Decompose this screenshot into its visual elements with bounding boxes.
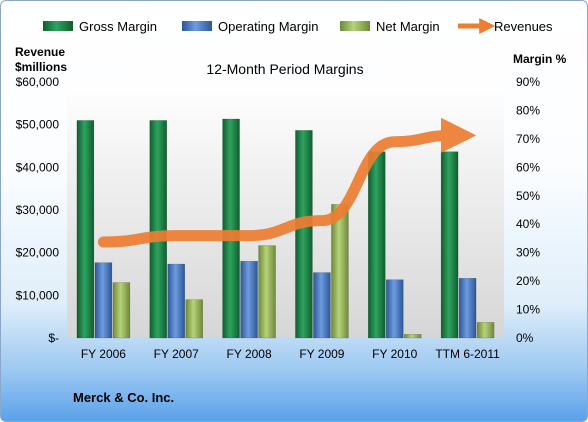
- bar-operating-margin: [240, 260, 258, 339]
- left-tick-label: $-: [48, 331, 59, 345]
- revenue-series: [97, 117, 477, 248]
- bar-gross-margin: [76, 120, 95, 339]
- legend-swatch-net-margin: [340, 21, 370, 31]
- revenue-line: [97, 117, 477, 248]
- x-tick-label: TTM 6-2011: [435, 347, 500, 361]
- bar-gross-margin: [295, 130, 313, 339]
- x-tick-label: FY 2006: [81, 347, 126, 361]
- bar-net-margin: [404, 334, 422, 339]
- plot-area: [67, 82, 504, 338]
- legend-label-operating-margin: Operating Margin: [218, 19, 318, 34]
- bar-operating-margin: [313, 272, 331, 339]
- right-axis: 0% 10% 20% 30% 40% 50% 60% 70% 80% 90%: [516, 75, 540, 345]
- left-tick-label: $60,000: [16, 75, 60, 89]
- bar-operating-margin: [167, 263, 185, 339]
- right-tick-label: 50%: [516, 189, 540, 203]
- legend-label-revenues: Revenues: [494, 19, 553, 34]
- right-tick-label: 10%: [516, 303, 540, 317]
- left-tick-label: $10,000: [16, 288, 60, 302]
- right-tick-label: 70%: [516, 132, 540, 146]
- left-tick-label: $40,000: [16, 160, 60, 174]
- bar-operating-margin: [94, 262, 113, 339]
- bar-net-margin: [185, 299, 203, 339]
- left-tick-label: $50,000: [16, 118, 60, 132]
- bar-gross-margin: [368, 151, 386, 339]
- left-axis-title-line2: $millions: [15, 60, 67, 74]
- right-tick-label: 20%: [516, 274, 540, 288]
- x-axis: FY 2006 FY 2007 FY 2008 FY 2009 FY 2010 TTM 6…: [81, 347, 500, 361]
- legend-label-net-margin: Net Margin: [376, 19, 440, 34]
- right-tick-label: 60%: [516, 160, 540, 174]
- legend: Gross Margin Operating Margin Net Margin Re…: [43, 17, 553, 35]
- right-tick-label: 90%: [516, 75, 540, 89]
- right-axis-title: Margin %: [513, 52, 567, 66]
- right-tick-label: 80%: [516, 103, 540, 117]
- bar-net-margin: [331, 204, 349, 339]
- left-axis-title-line1: Revenue: [15, 45, 65, 59]
- x-tick-label: FY 2010: [372, 347, 417, 361]
- bar-gross-margin: [222, 118, 240, 339]
- legend-label-gross-margin: Gross Margin: [79, 19, 157, 34]
- x-tick-label: FY 2009: [299, 347, 344, 361]
- chart-title: 12-Month Period Margins: [206, 61, 363, 77]
- bar-operating-margin: [386, 279, 404, 339]
- left-tick-label: $30,000: [16, 203, 60, 217]
- bar-operating-margin: [458, 278, 477, 339]
- right-tick-label: 30%: [516, 246, 540, 260]
- bar-net-margin: [476, 322, 495, 339]
- company-name: Merck & Co. Inc.: [73, 390, 174, 405]
- bar-net-margin: [112, 282, 131, 339]
- right-tick-label: 40%: [516, 217, 540, 231]
- legend-swatch-gross-margin: [43, 21, 73, 31]
- right-tick-label: 0%: [516, 331, 534, 345]
- bar-net-margin: [258, 245, 276, 339]
- bar-gross-margin: [440, 151, 459, 339]
- left-tick-label: $20,000: [16, 246, 60, 260]
- x-tick-label: FY 2007: [154, 347, 199, 361]
- bars: [76, 118, 495, 339]
- bar-gross-margin: [149, 120, 167, 339]
- x-tick-label: FY 2008: [227, 347, 272, 361]
- left-axis: $- $10,000 $20,000 $30,000 $40,000 $50,000 $60…: [16, 75, 60, 345]
- legend-swatch-operating-margin: [182, 21, 212, 31]
